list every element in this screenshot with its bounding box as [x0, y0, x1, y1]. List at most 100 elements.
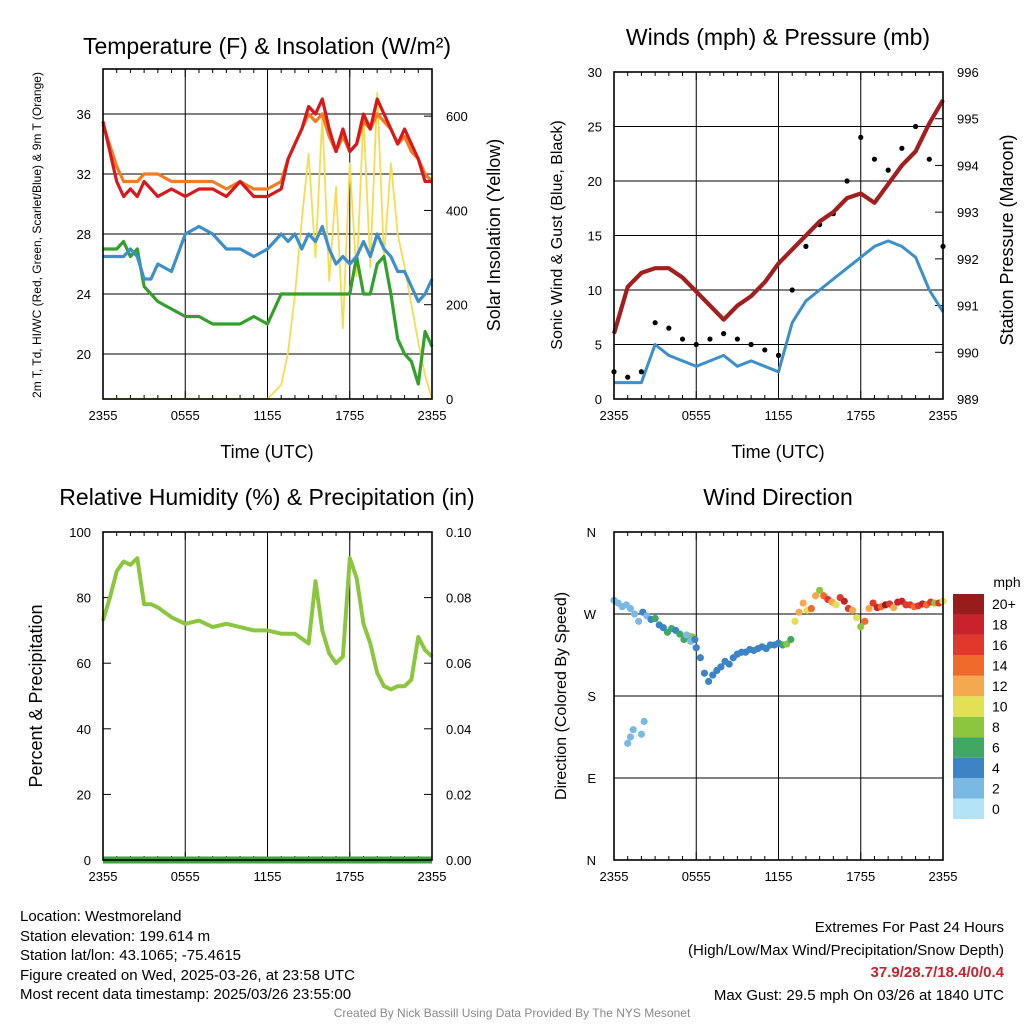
rh-ytick-right-label: 0.10: [446, 525, 471, 540]
gust-point: [762, 347, 768, 353]
dir-xtick-label: 1755: [846, 869, 875, 884]
dir-ytick-label: E: [587, 771, 596, 786]
wind-xtick-label: 2355: [929, 408, 958, 423]
dir-xtick-label: 1155: [765, 869, 793, 884]
series-station-pressure-line: [611, 98, 945, 335]
dir-xtick-label: 2355: [929, 869, 958, 884]
direction-point: [629, 726, 637, 734]
colorbar-swatch: [953, 696, 984, 717]
colorbar-label: 8: [992, 719, 1000, 735]
wind-ytick-label: 30: [588, 65, 602, 80]
direction-point: [832, 601, 840, 609]
direction-point: [624, 739, 632, 747]
temp-xtick-label: 0555: [171, 408, 200, 423]
colorbar-label: 6: [992, 739, 1000, 755]
wind-ytick-label: 10: [588, 283, 602, 298]
direction-point: [700, 669, 709, 677]
wind-ytick-label: 20: [588, 174, 602, 189]
wind-xtick-label: 0555: [682, 408, 711, 423]
temp-xtick-label: 2355: [89, 408, 118, 423]
rh-ytick-label: 40: [77, 722, 91, 737]
rh-xtick-label: 0555: [171, 869, 200, 884]
humidity-panel: Relative Humidity (%) & Precipitation (i…: [26, 484, 475, 884]
rh-ytick-label: 100: [69, 525, 91, 540]
colorbar-swatch: [953, 675, 984, 697]
rh-xtick-label: 2355: [89, 869, 118, 884]
max-gust: Max Gust: 29.5 mph On 03/26 at 1840 UTC: [713, 986, 1004, 1004]
gust-point: [844, 178, 850, 184]
temp-ytick-right-label: 400: [446, 203, 468, 218]
rh-ytick-right-label: 0.04: [446, 722, 471, 737]
temperature-right-ylabel: Solar Insolation (Yellow): [484, 139, 504, 331]
gust-point: [803, 243, 809, 249]
gust-point: [734, 336, 740, 342]
temp-xtick-label: 1755: [335, 408, 364, 423]
gust-point: [652, 320, 658, 326]
colorbar-swatch: [953, 655, 984, 676]
rh-frame: [102, 531, 433, 861]
direction-point: [791, 617, 799, 625]
temperature-title: Temperature (F) & Insolation (W/m²): [83, 33, 451, 59]
direction-point: [890, 604, 898, 612]
temperature-panel: Temperature (F) & Insolation (W/m²) 2m T…: [30, 33, 504, 462]
direction-point: [717, 663, 725, 671]
direction-point: [640, 717, 648, 726]
wind-xtick-label: 1155: [765, 408, 793, 423]
station-elevation: Station elevation: 199.614 m: [20, 927, 211, 945]
direction-point: [635, 617, 643, 625]
temperature-left-ylabel: 2m T, Td, HI/WC (Red, Green, Scarlet/Blu…: [30, 72, 44, 398]
dir-frame: [613, 531, 944, 861]
colorbar-label: 16: [992, 637, 1008, 653]
colorbar-label: 2: [992, 780, 1000, 796]
wind-ytick-label: 0: [595, 392, 602, 407]
colorbar-swatch: [953, 634, 984, 656]
wind-frame: [613, 71, 944, 400]
recent-data-timestamp: Most recent data timestamp: 2025/03/26 2…: [20, 986, 352, 1003]
colorbar-title: mph: [993, 574, 1020, 590]
direction-point: [799, 599, 807, 607]
extremes-title: Extremes For Past 24 Hours: [814, 919, 1004, 936]
rh-ytick-label: 80: [77, 591, 91, 606]
series-wc-line: [103, 224, 434, 304]
direction-point: [626, 733, 635, 741]
gust-point: [666, 325, 672, 331]
dir-xtick-label: 2355: [600, 869, 629, 884]
rh-ytick-right-label: 0.02: [446, 787, 471, 802]
series-sonic-wind-line: [614, 239, 945, 385]
rh-ytick-label: 0: [84, 853, 91, 868]
direction-point: [692, 644, 700, 652]
wind-ytick-right-label: 992: [957, 252, 979, 267]
gust-point: [679, 336, 686, 342]
direction-title: Wind Direction: [703, 484, 853, 510]
wind-ytick-label: 25: [588, 120, 602, 135]
direction-point: [840, 597, 848, 605]
direction-point: [853, 614, 861, 622]
dir-xtick-label: 0555: [682, 869, 711, 884]
direction-point: [857, 623, 865, 631]
winds-left-ylabel: Sonic Wind & Gust (Blue, Black): [549, 120, 566, 349]
wind-xtick-label: 1755: [846, 408, 875, 423]
temp-ytick-label: 36: [77, 107, 91, 122]
dir-ytick-label: N: [587, 525, 596, 540]
rh-ytick-label: 60: [77, 656, 91, 671]
direction-point: [630, 610, 639, 618]
temp-ytick-label: 28: [77, 227, 91, 242]
colorbar-swatch: [953, 757, 984, 779]
wind-ytick-right-label: 995: [957, 112, 979, 127]
direction-point: [626, 604, 635, 613]
wind-ytick-label: 5: [595, 338, 602, 353]
station-info: Location: Westmoreland Station elevation…: [20, 907, 355, 1005]
gust-point: [885, 167, 891, 173]
gust-point: [858, 134, 864, 140]
gust-point: [775, 352, 782, 358]
gust-point: [926, 156, 932, 162]
direction-point: [696, 654, 704, 662]
colorbar-swatch: [953, 716, 984, 738]
rh-xtick-label: 2355: [418, 869, 447, 884]
colorbar-label: 0: [992, 801, 1000, 817]
gust-point: [899, 145, 905, 151]
wind-xtick-label: 2355: [600, 408, 629, 423]
gust-point: [625, 374, 631, 380]
gust-point: [789, 287, 795, 293]
